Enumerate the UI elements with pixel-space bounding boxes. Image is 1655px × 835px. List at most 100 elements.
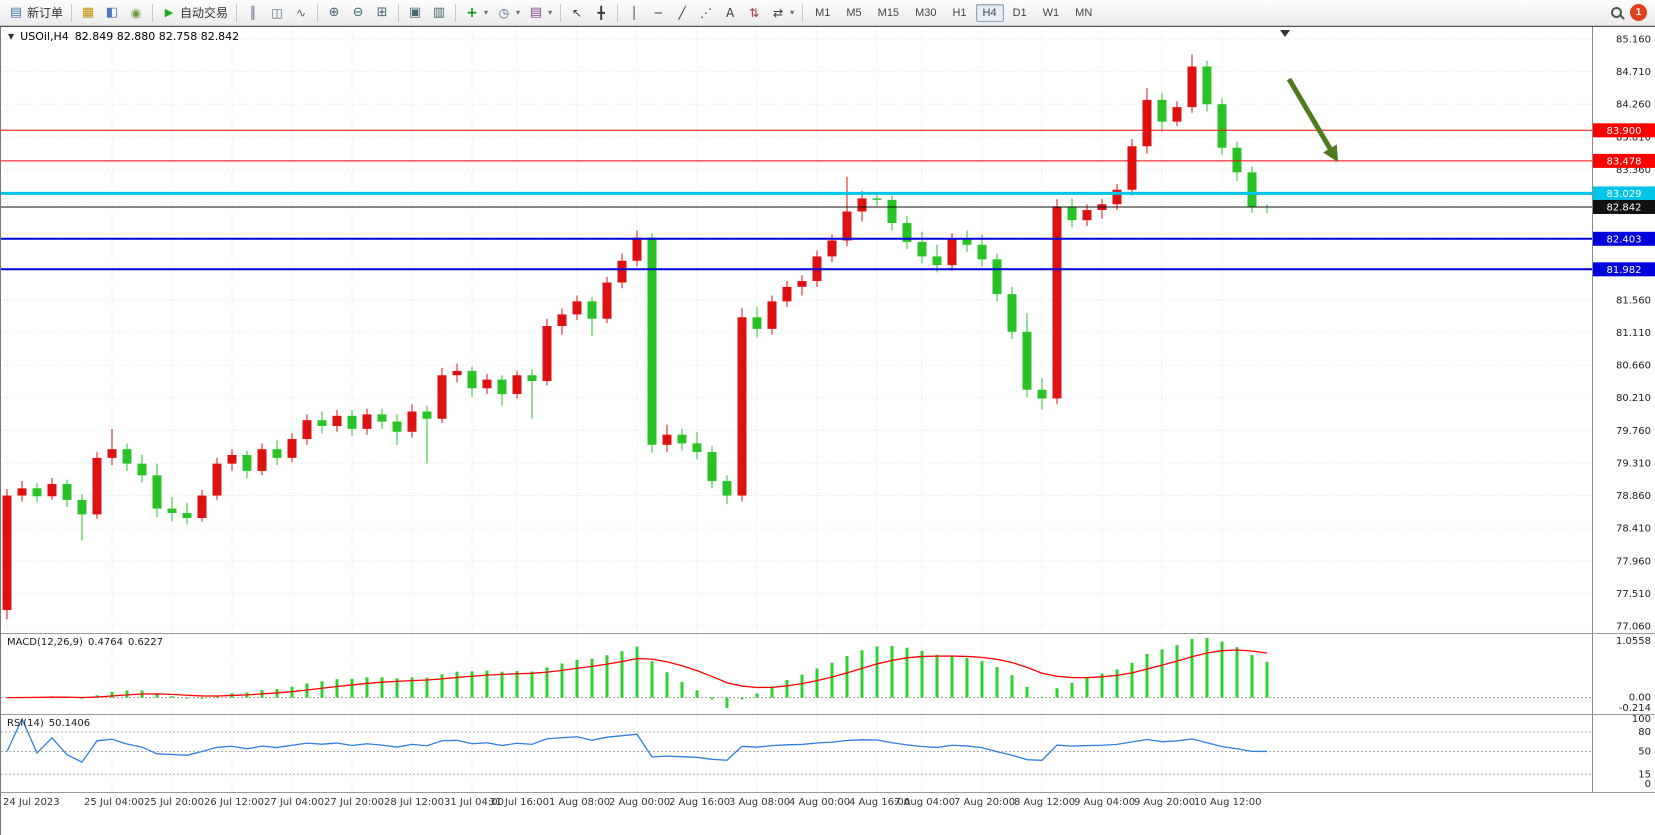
separator (455, 3, 457, 22)
separator (617, 3, 619, 22)
time-axis-label: 25 Jul 20:00 (144, 797, 204, 808)
svg-text:81.110: 81.110 (1616, 328, 1651, 339)
navigator-button[interactable]: ◉ (124, 2, 148, 24)
time-axis-label: 27 Jul 20:00 (324, 797, 384, 808)
vertical-line-icon: │ (630, 5, 638, 20)
arrows-icon: ⇅ (749, 5, 760, 20)
svg-text:-0.214: -0.214 (1619, 703, 1651, 714)
tf-h4-button[interactable]: H4 (975, 3, 1004, 22)
horizontal-line-tool-button[interactable]: ─ (646, 2, 670, 24)
crosshair-tool-button[interactable]: ╋ (589, 2, 613, 24)
trendline-tool-button[interactable]: ╱ (670, 2, 694, 24)
new-order-button[interactable]: ▤ 新订单 (4, 2, 67, 24)
trend-arrow-annotation[interactable] (1286, 77, 1339, 163)
periods-button[interactable]: ◷ ▾ (492, 2, 524, 24)
time-axis-label: 28 Jul 12:00 (384, 797, 444, 808)
time-axis[interactable]: 24 Jul 2023 25 Jul 04:00 25 Jul 20:00 26 Ju… (1, 792, 1655, 835)
line-chart-button[interactable]: ∿ (289, 2, 313, 24)
price-axis-labels[interactable]: 85.160 84.710 84.260 83.810 83.360 81.560 81.1… (1616, 35, 1651, 633)
tf-m5-button[interactable]: M5 (846, 6, 862, 19)
cursor-tool-button[interactable]: ↖ (565, 2, 589, 24)
auto-trading-button[interactable]: ▶ 自动交易 (157, 2, 232, 24)
collapse-arrow-icon[interactable]: ▼ (8, 32, 15, 41)
macd-indicator-panel: 1.0558 0.00 -0.214 MACD(12,26,9) 0.4764 0.… (1, 633, 1655, 714)
timeframe-buttons: M1 M5 M15 M30 H1 H4 D1 W1 MN (807, 3, 1100, 22)
time-axis-label: 24 Jul 2023 (3, 797, 60, 808)
separator (236, 3, 238, 22)
time-axis-label: 25 Jul 04:00 (84, 797, 144, 808)
crosshair-icon: ╋ (597, 5, 605, 20)
separator (71, 3, 73, 22)
arrange-windows-icon: ▥ (432, 5, 446, 20)
zoom-out-button[interactable]: ⊖ (346, 2, 370, 24)
svg-text:100: 100 (1632, 715, 1651, 725)
time-axis-label: 8 Aug 12:00 (1014, 797, 1076, 808)
shapes-tool-button[interactable]: ⇄ ▾ (766, 2, 798, 24)
main-chart-canvas[interactable]: 85.160 84.710 84.260 83.810 83.360 81.560 81.1… (1, 27, 1655, 633)
rsi-canvas[interactable]: 100 80 50 150 (1, 715, 1655, 792)
rsi-time-grid (6, 715, 1223, 792)
candlestick-chart-button[interactable]: ◫ (265, 2, 289, 24)
zoom-in-button[interactable]: ⊕ (322, 2, 346, 24)
tile-windows-button[interactable]: ⊞ (370, 2, 394, 24)
svg-text:15: 15 (1638, 769, 1651, 780)
new-order-label: 新订单 (27, 6, 64, 20)
fibonacci-icon: ⋰ (700, 5, 713, 20)
templates-button[interactable]: ▤ ▾ (524, 2, 556, 24)
fibonacci-tool-button[interactable]: ⋰ (694, 2, 718, 24)
svg-text:83.360: 83.360 (1616, 165, 1651, 176)
trendline-icon: ╱ (678, 5, 686, 20)
svg-text:83.029: 83.029 (1607, 189, 1642, 200)
svg-text:84.260: 84.260 (1616, 100, 1651, 111)
time-axis-label: 7 Aug 04:00 (894, 797, 956, 808)
text-icon: A (725, 5, 735, 20)
cascade-windows-button[interactable]: ▣ (403, 2, 427, 24)
time-axis-label: 9 Aug 20:00 (1134, 797, 1196, 808)
cascade-windows-icon: ▣ (408, 5, 422, 20)
arrows-tool-button[interactable]: ⇅ (742, 2, 766, 24)
svg-text:78.860: 78.860 (1616, 491, 1651, 502)
time-axis-label: 4 Aug 00:00 (789, 797, 851, 808)
bar-chart-button[interactable]: ║ (241, 2, 265, 24)
notification-badge[interactable]: 1 (1630, 4, 1647, 21)
svg-text:79.760: 79.760 (1616, 426, 1651, 437)
separator (802, 3, 804, 22)
tf-w1-button[interactable]: W1 (1042, 6, 1060, 19)
horizontal-lines[interactable] (1, 129, 1592, 271)
tf-d1-button[interactable]: D1 (1012, 6, 1027, 19)
rsi-name: RSI(14) (7, 718, 44, 729)
chart-shift-marker[interactable] (1280, 30, 1290, 37)
svg-text:77.060: 77.060 (1616, 622, 1651, 633)
svg-text:83.810: 83.810 (1616, 132, 1651, 143)
tf-mn-button[interactable]: MN (1075, 6, 1093, 19)
search-icon[interactable] (1611, 7, 1622, 18)
svg-text:1.0558: 1.0558 (1616, 636, 1651, 647)
tf-h1-button[interactable]: H1 (952, 6, 967, 19)
market-watch-button[interactable]: ▦ (76, 2, 100, 24)
data-window-button[interactable]: ◧ (100, 2, 124, 24)
macd-axis-labels: 1.0558 0.00-0.214 (1616, 636, 1651, 714)
svg-text:78.410: 78.410 (1616, 524, 1651, 535)
macd-signal-line (6, 649, 1268, 699)
zoom-out-icon: ⊖ (352, 5, 364, 20)
time-axis-label: 2 Aug 00:00 (609, 797, 671, 808)
svg-text:79.310: 79.310 (1616, 458, 1651, 469)
tf-m15-button[interactable]: M15 (877, 6, 900, 19)
chart-symbol-period: USOil,H4 (20, 30, 69, 43)
template-icon: ▤ (529, 5, 543, 20)
macd-signal-value: 0.6227 (127, 637, 163, 648)
vertical-line-tool-button[interactable]: │ (622, 2, 646, 24)
svg-text:81.982: 81.982 (1607, 265, 1642, 276)
svg-text:85.160: 85.160 (1616, 35, 1651, 46)
indicators-icon: + (466, 4, 478, 21)
time-axis-label: 31 Jul 04:00 (444, 797, 504, 808)
tf-m30-button[interactable]: M30 (915, 6, 937, 19)
text-tool-button[interactable]: A (718, 2, 742, 24)
arrange-windows-button[interactable]: ▥ (427, 2, 451, 24)
main-chart-panel: 85.160 84.710 84.260 83.810 83.360 81.560 81.1… (1, 27, 1655, 633)
tf-m1-button[interactable]: M1 (815, 6, 831, 19)
rsi-indicator-panel: 100 80 50 15 0 RSI(14) 50.1406 (1, 714, 1655, 792)
rsi-line (6, 717, 1268, 763)
macd-canvas[interactable]: 1.0558 0.00-0.214 (1, 634, 1655, 714)
indicators-button[interactable]: + ▾ (460, 2, 492, 24)
